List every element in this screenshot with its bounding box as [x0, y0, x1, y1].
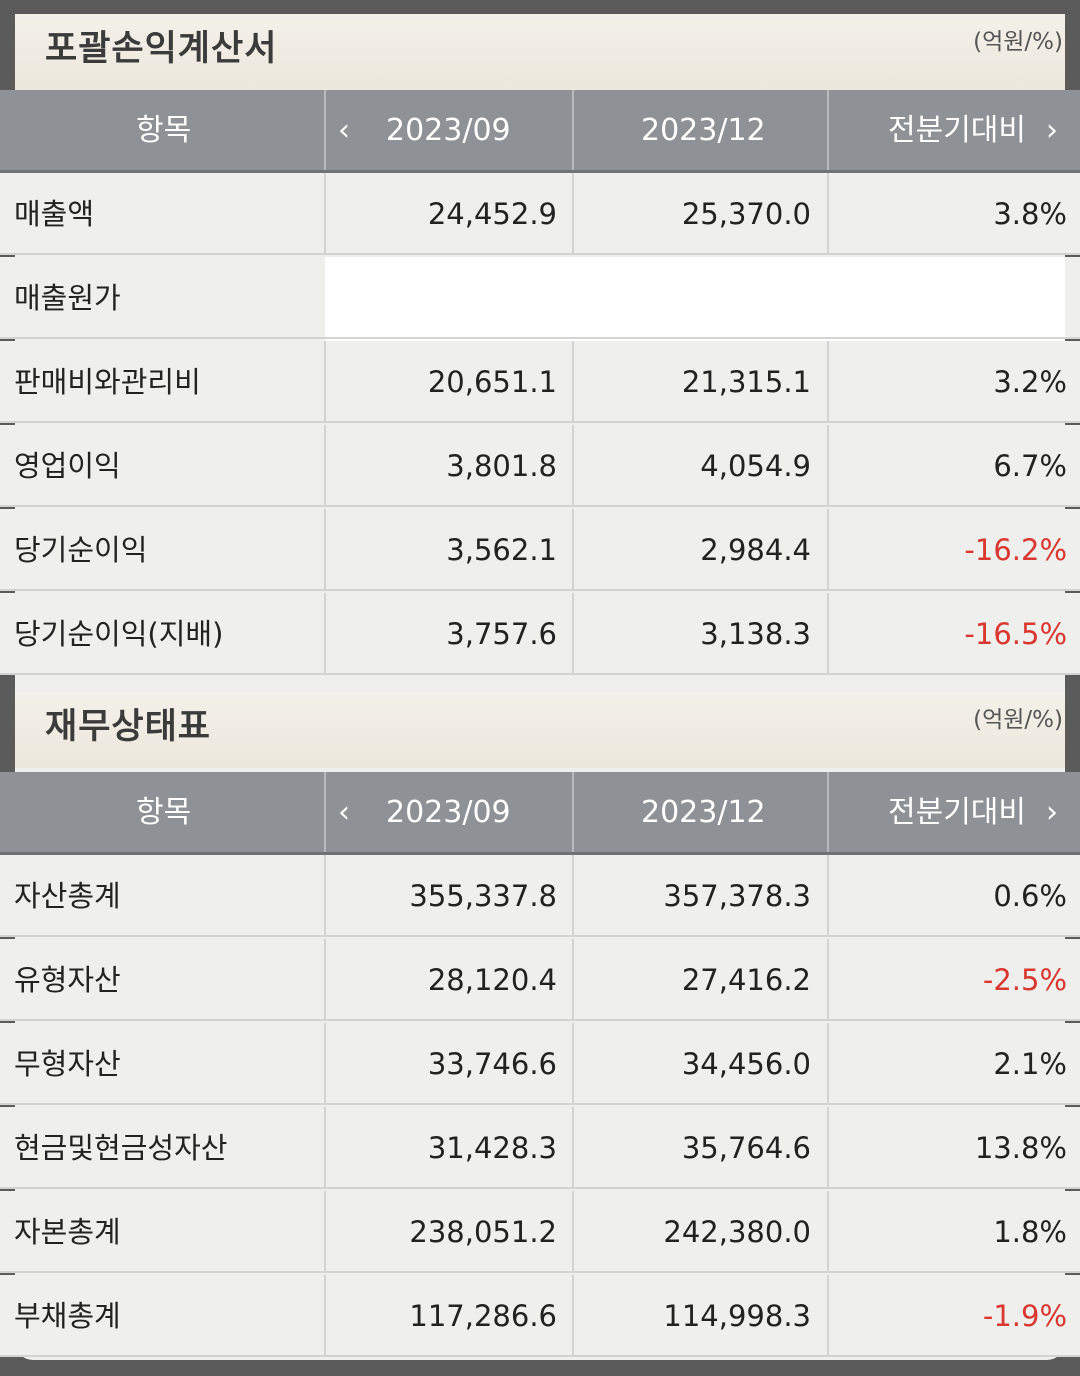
value-period-2: 242,380.0: [663, 1215, 811, 1249]
column-header-period-2: 2023/12: [641, 795, 766, 830]
value-change: -2.5%: [982, 963, 1067, 997]
row-label: 매출액: [14, 197, 95, 231]
value-period-2: 2,984.4: [700, 533, 811, 567]
column-header-change: 전분기대비: [888, 113, 1026, 148]
table-row: 무형자산 33,746.6 34,456.0 2.1%: [0, 1023, 1080, 1105]
value-change: 1.8%: [993, 1215, 1067, 1249]
value-period-2: 25,370.0: [681, 197, 811, 231]
unit-label: (억원/%): [973, 707, 1063, 733]
table-row: 현금및현금성자산 31,428.3 35,764.6 13.8%: [0, 1107, 1080, 1189]
row-label: 당기순이익(지배): [14, 617, 224, 651]
table-row: 자산총계 355,337.8 357,378.3 0.6%: [0, 855, 1080, 937]
value-period-1: 33,746.6: [427, 1047, 557, 1081]
value-period-1: 3,801.8: [446, 449, 557, 483]
value-change: -1.9%: [982, 1299, 1067, 1333]
section-title: 포괄손익계산서: [45, 29, 278, 69]
table-row: 당기순이익(지배) 3,757.6 3,138.3 -16.5%: [0, 593, 1080, 675]
value-period-1: 31,428.3: [427, 1131, 557, 1165]
income-statement-header: 포괄손익계산서 (억원/%): [15, 14, 1065, 90]
column-header-change: 전분기대비: [888, 795, 1026, 830]
table-row: 자본총계 238,051.2 242,380.0 1.8%: [0, 1191, 1080, 1273]
balance-table-header: 항목 ‹ 2023/09 2023/12 전분기대비 ›: [0, 772, 1080, 853]
value-period-1: 117,286.6: [409, 1299, 557, 1333]
value-period-2: 35,764.6: [681, 1131, 811, 1165]
column-header-period-1: 2023/09: [386, 113, 511, 148]
row-label: 당기순이익: [14, 533, 148, 567]
column-header-period-2: 2023/12: [641, 113, 766, 148]
value-period-1: 28,120.4: [427, 963, 557, 997]
row-label: 유형자산: [14, 963, 121, 997]
value-period-1: 3,757.6: [446, 617, 557, 651]
table-row: 매출원가: [0, 257, 1080, 343]
value-period-2: 4,054.9: [700, 449, 811, 483]
row-label: 자산총계: [14, 879, 121, 913]
row-label: 자본총계: [14, 1215, 121, 1249]
chevron-right-icon[interactable]: ›: [1046, 113, 1058, 148]
value-period-1: 3,562.1: [446, 533, 557, 567]
value-period-1: 238,051.2: [409, 1215, 557, 1249]
value-period-1: 355,337.8: [409, 879, 557, 913]
table-row: 매출액 24,452.9 25,370.0 3.8%: [0, 173, 1080, 255]
value-change: 3.2%: [993, 365, 1067, 399]
empty-values-area: [325, 257, 1065, 343]
row-label: 현금및현금성자산: [14, 1131, 228, 1165]
value-period-2: 34,456.0: [681, 1047, 811, 1081]
value-change: -16.2%: [964, 533, 1067, 567]
table-row: 영업이익 3,801.8 4,054.9 6.7%: [0, 425, 1080, 507]
section-title: 재무상태표: [45, 707, 212, 747]
table-row: 당기순이익 3,562.1 2,984.4 -16.2%: [0, 509, 1080, 591]
income-table-header: 항목 ‹ 2023/09 2023/12 전분기대비 ›: [0, 90, 1080, 171]
value-period-2: 357,378.3: [663, 879, 811, 913]
chevron-left-icon[interactable]: ‹: [338, 113, 350, 148]
balance-sheet-header: 재무상태표 (억원/%): [15, 692, 1065, 768]
table-row: 부채총계 117,286.6 114,998.3 -1.9%: [0, 1275, 1080, 1357]
column-header-item: 항목: [136, 795, 192, 830]
value-change: 3.8%: [993, 197, 1067, 231]
chevron-right-icon[interactable]: ›: [1046, 795, 1058, 830]
chevron-left-icon[interactable]: ‹: [338, 795, 350, 830]
table-row: 판매비와관리비 20,651.1 21,315.1 3.2%: [0, 341, 1080, 423]
value-change: 2.1%: [993, 1047, 1067, 1081]
value-change: 0.6%: [993, 879, 1067, 913]
value-period-2: 21,315.1: [681, 365, 811, 399]
row-label: 판매비와관리비: [14, 365, 201, 399]
column-header-period-1: 2023/09: [386, 795, 511, 830]
row-label: 부채총계: [14, 1299, 121, 1333]
row-label: 매출원가: [14, 281, 121, 315]
value-change: -16.5%: [964, 617, 1067, 651]
row-label: 무형자산: [14, 1047, 121, 1081]
value-period-1: 24,452.9: [427, 197, 557, 231]
value-change: 13.8%: [974, 1131, 1067, 1165]
value-period-1: 20,651.1: [427, 365, 557, 399]
column-header-item: 항목: [136, 113, 192, 148]
row-label: 영업이익: [14, 449, 121, 483]
value-change: 6.7%: [993, 449, 1067, 483]
table-row: 유형자산 28,120.4 27,416.2 -2.5%: [0, 939, 1080, 1021]
value-period-2: 114,998.3: [663, 1299, 811, 1333]
unit-label: (억원/%): [973, 29, 1063, 55]
value-period-2: 3,138.3: [700, 617, 811, 651]
value-period-2: 27,416.2: [681, 963, 811, 997]
